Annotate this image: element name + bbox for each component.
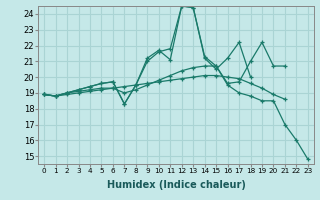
X-axis label: Humidex (Indice chaleur): Humidex (Indice chaleur)	[107, 180, 245, 190]
